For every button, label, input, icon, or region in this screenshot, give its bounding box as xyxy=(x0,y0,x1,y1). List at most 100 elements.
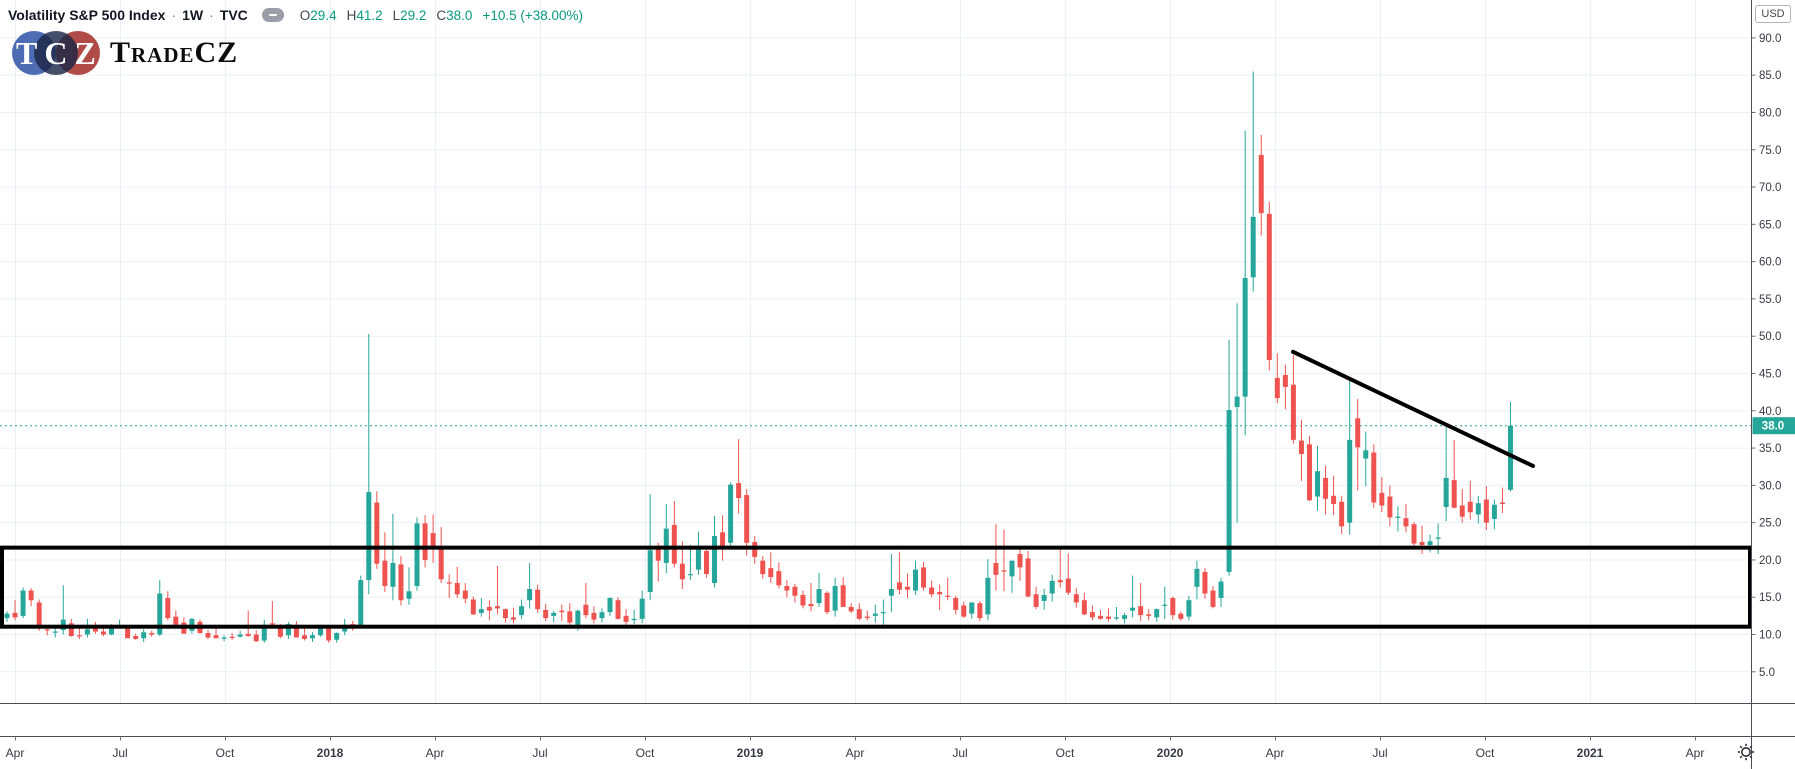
candle-up xyxy=(157,593,163,635)
candle-down xyxy=(1403,518,1409,527)
candle-down xyxy=(1081,600,1087,615)
candle-down xyxy=(1017,553,1023,568)
candle-down xyxy=(720,532,726,549)
interval-label[interactable]: 1W xyxy=(182,7,204,23)
candle-up xyxy=(1347,439,1353,523)
candle-down xyxy=(1033,594,1039,607)
candle-down xyxy=(213,635,219,639)
candle-down xyxy=(430,533,436,549)
high-value: 41.2 xyxy=(356,7,383,23)
candle-up xyxy=(366,492,372,581)
candle-up xyxy=(1491,504,1497,519)
candle-up xyxy=(1427,541,1433,546)
candle-up xyxy=(985,577,991,615)
time-tick-label-year: 2020 xyxy=(1157,746,1184,760)
candle-up xyxy=(1395,516,1401,518)
candle-down xyxy=(125,626,131,639)
candle-down xyxy=(1025,558,1031,597)
candle-down xyxy=(269,623,275,625)
candle-down xyxy=(953,597,959,610)
candle-down xyxy=(904,586,910,590)
time-tick-label: Apr xyxy=(1266,746,1285,760)
candle-down xyxy=(703,550,709,575)
candle-down xyxy=(100,631,106,635)
candle-down xyxy=(856,609,862,619)
close-label: C xyxy=(436,7,447,23)
candle-down xyxy=(12,612,18,618)
candle-up xyxy=(1114,617,1120,619)
time-axis[interactable]: Apr Jul Oct 2018 Apr Jul Oct 2019 Apr Jul Oct 2020 A… xyxy=(6,736,1705,761)
candle-up xyxy=(647,550,653,593)
trendline-annotation[interactable] xyxy=(1291,349,1535,468)
open-label: O xyxy=(299,7,311,23)
candle-down xyxy=(1089,612,1095,618)
candle-down xyxy=(511,617,517,620)
candle-down xyxy=(1097,615,1103,619)
candle-down xyxy=(382,560,388,587)
candle-up xyxy=(1194,568,1200,587)
sun-gear-icon[interactable] xyxy=(1737,743,1755,761)
time-tick-label: Apr xyxy=(6,746,25,760)
candle-down xyxy=(1282,374,1288,387)
candle-down xyxy=(1146,614,1152,616)
candle-up xyxy=(109,625,115,635)
separator-dot: · xyxy=(171,7,177,23)
candle-down xyxy=(1138,606,1144,616)
ohlc-readout: O 29.4 H 41.2 L 29.2 C 38.0 +10.5 (+38.0… xyxy=(300,8,583,23)
range-box-annotation[interactable] xyxy=(0,545,1752,629)
candle-down xyxy=(374,502,380,564)
time-tick-label: Oct xyxy=(1476,746,1495,760)
candle-up xyxy=(261,624,267,641)
candle-up xyxy=(390,562,396,587)
candle-up xyxy=(141,632,147,639)
time-tick-label-year: 2018 xyxy=(317,746,344,760)
tradecz-logo: TCZ TradeCZ xyxy=(6,27,238,79)
candle-up xyxy=(1475,503,1481,515)
price-tick-label: 45.0 xyxy=(1759,368,1781,380)
candle-up xyxy=(1234,396,1240,408)
candle-down xyxy=(133,636,139,639)
price-tick-label: 5.0 xyxy=(1759,667,1775,679)
time-tick-label: Jul xyxy=(532,746,547,760)
candle-down xyxy=(671,524,677,564)
candle-down xyxy=(1339,501,1345,527)
price-axis[interactable]: 90.0 85.0 80.0 75.0 70.0 65.0 60.0 55.0 50.0 45.0… xyxy=(1751,33,1782,679)
candle-up xyxy=(639,598,645,619)
candle-down xyxy=(1266,213,1272,361)
candle-up xyxy=(1041,594,1047,601)
grid xyxy=(0,0,1750,704)
candle-up xyxy=(599,612,605,619)
candle-down xyxy=(864,616,870,619)
candle-down xyxy=(1379,492,1385,506)
candle-down xyxy=(1065,578,1071,593)
price-tick-label: 40.0 xyxy=(1759,406,1781,418)
candle-down xyxy=(486,606,492,611)
currency-usd-button[interactable]: USD xyxy=(1755,5,1791,23)
candle-down xyxy=(502,609,508,619)
candle-up xyxy=(816,589,822,604)
price-tick-label: 30.0 xyxy=(1759,480,1781,492)
candle-up xyxy=(913,569,919,591)
candle-down xyxy=(398,564,404,601)
price-tick-label: 80.0 xyxy=(1759,107,1781,119)
candle-down xyxy=(840,585,846,607)
minus-circle-icon[interactable] xyxy=(261,8,284,22)
candle-down xyxy=(1355,418,1361,448)
candle-down xyxy=(1170,597,1176,616)
candle-down xyxy=(1451,480,1457,508)
candle-up xyxy=(527,589,533,601)
candle-up xyxy=(1162,604,1168,606)
candle-down xyxy=(149,633,155,635)
candle-up xyxy=(1218,581,1224,598)
candle-down xyxy=(977,603,983,619)
time-tick-label-year: 2021 xyxy=(1577,746,1604,760)
exchange-label: TVC xyxy=(219,7,248,23)
candle-down xyxy=(615,600,621,619)
candle-down xyxy=(1411,524,1417,544)
candle-down xyxy=(1371,452,1377,503)
price-tick-label: 75.0 xyxy=(1759,145,1781,157)
candle-down xyxy=(1210,590,1216,607)
price-tick-label: 25.0 xyxy=(1759,518,1781,530)
